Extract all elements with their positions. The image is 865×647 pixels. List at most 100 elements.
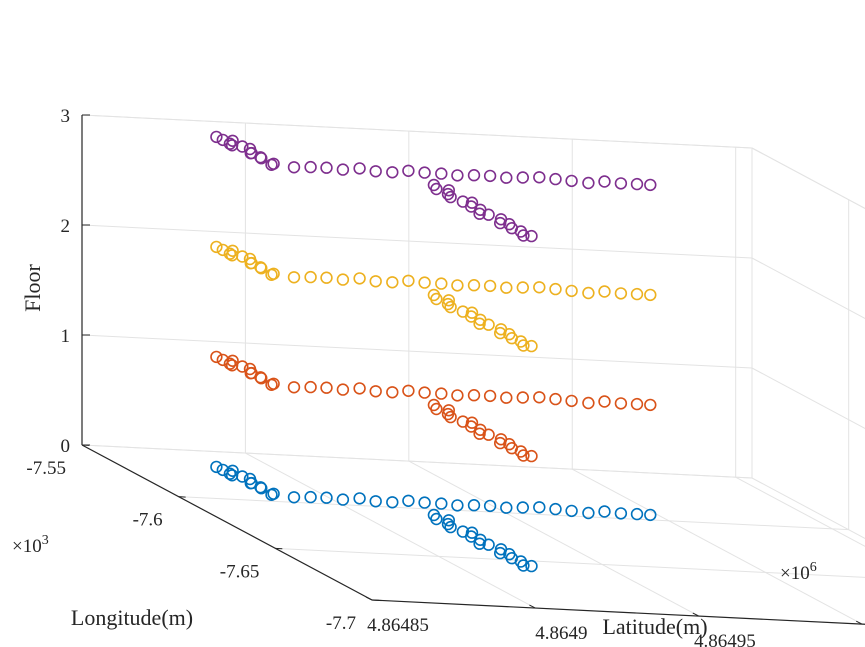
data-point-floor-0	[236, 470, 249, 483]
data-point-floor-1	[353, 382, 366, 395]
data-point-floor-1	[304, 380, 317, 394]
data-point-floor-1	[565, 394, 578, 408]
longitude-axis	[81, 444, 373, 601]
data-point-floor-2	[418, 276, 431, 289]
data-point-floor-2	[533, 281, 546, 294]
data-point-floor-2	[473, 317, 486, 330]
data-point-floor-3	[644, 178, 657, 192]
data-point-floor-1	[223, 357, 237, 370]
data-point-floor-0	[494, 546, 507, 560]
data-point-floor-2	[500, 281, 513, 294]
data-point-floor-1	[630, 397, 644, 411]
data-point-floor-3	[500, 171, 513, 184]
data-point-floor-0	[517, 559, 530, 572]
grid-line	[408, 460, 700, 617]
data-point-floor-3	[451, 169, 464, 182]
data-point-floor-0	[516, 501, 529, 514]
data-point-floor-0	[265, 488, 278, 501]
grid-lines	[81, 114, 865, 625]
data-point-floor-0	[614, 507, 628, 520]
data-point-floor-1	[210, 350, 223, 364]
data-point-floor-0	[418, 496, 431, 509]
data-point-floor-0	[467, 499, 481, 512]
data-point-floor-3	[226, 134, 239, 148]
data-point-floor-0	[255, 482, 268, 495]
data-point-floor-2	[441, 297, 455, 311]
data-point-floor-3	[304, 160, 317, 174]
data-point-floor-1	[441, 407, 455, 421]
data-point-floor-3	[483, 169, 497, 183]
grid-line	[735, 476, 865, 547]
data-point-floor-2	[525, 339, 538, 353]
data-point-floor-3	[565, 174, 578, 188]
data-point-floor-0	[549, 502, 562, 516]
data-point-floor-0	[444, 520, 457, 534]
data-point-floor-2	[435, 277, 448, 290]
data-point-floor-3	[223, 137, 237, 150]
data-point-floor-1	[533, 391, 546, 404]
data-point-floor-2	[598, 285, 611, 298]
data-point-floor-1	[430, 402, 443, 416]
data-point-floor-0	[216, 463, 230, 477]
grid-line	[751, 477, 865, 539]
floor-tick-label: 2	[61, 216, 71, 237]
data-point-floor-3	[533, 171, 546, 184]
data-point-floor-3	[494, 216, 507, 230]
data-point-floor-1	[336, 383, 350, 396]
data-point-floor-1	[320, 381, 333, 394]
data-point-floor-2	[483, 279, 497, 293]
data-point-floor-0	[210, 460, 223, 474]
data-point-floor-1	[369, 385, 382, 398]
latitude-tick	[529, 604, 536, 609]
grid-line	[751, 147, 865, 209]
data-point-floor-2	[565, 284, 578, 298]
data-point-floor-3	[255, 152, 268, 165]
data-point-floor-2	[336, 273, 350, 286]
data-point-floor-1	[614, 397, 628, 410]
data-point-floor-0	[336, 493, 350, 506]
data-point-floor-0	[304, 490, 317, 504]
data-point-floor-0	[320, 491, 333, 504]
grid-line	[81, 334, 753, 369]
data-point-floor-3	[473, 207, 486, 220]
data-point-floor-0	[441, 517, 455, 531]
data-point-floor-2	[444, 300, 457, 314]
data-point-floor-3	[525, 229, 538, 243]
data-point-floor-0	[500, 501, 513, 514]
data-point-floor-3	[444, 190, 457, 204]
latitude-tick-label: 4.86485	[367, 615, 429, 636]
box-edge	[751, 147, 865, 209]
data-point-floor-3	[516, 171, 529, 184]
longitude-tick-label: -7.7	[326, 613, 356, 634]
grid-line	[275, 547, 865, 578]
data-point-floor-1	[500, 391, 513, 404]
data-point-floor-0	[598, 505, 611, 518]
data-point-floor-0	[386, 496, 399, 509]
data-point-floor-2	[255, 262, 268, 275]
data-point-floor-0	[353, 492, 366, 505]
latitude-axis-label: Latitude(m)	[602, 614, 707, 639]
data-point-floor-3	[353, 162, 366, 175]
data-point-floor-2	[320, 271, 333, 284]
data-point-floor-0	[533, 501, 546, 514]
floor-axis-label: Floor	[20, 263, 45, 311]
data-point-floor-2	[210, 240, 223, 254]
data-point-floor-1	[287, 381, 301, 394]
longitude-axis-label: Longitude(m)	[71, 605, 193, 630]
grid-line	[245, 452, 536, 609]
data-point-floor-3	[430, 182, 443, 196]
data-point-floor-3	[210, 130, 223, 144]
data-point-floor-3	[630, 177, 644, 191]
data-point-floor-1	[386, 386, 399, 399]
data-point-floor-0	[435, 497, 448, 510]
floor-tick-label: 3	[61, 106, 71, 127]
data-point-floor-1	[525, 449, 538, 463]
longitude-tick-label: -7.6	[133, 510, 163, 531]
data-point-floor-1	[483, 389, 497, 403]
data-point-floor-1	[494, 436, 507, 450]
data-point-floor-3	[386, 166, 399, 179]
data-point-floor-0	[402, 494, 415, 507]
data-point-floor-2	[451, 279, 464, 292]
latitude-tick-label: 4.86495	[694, 631, 756, 647]
